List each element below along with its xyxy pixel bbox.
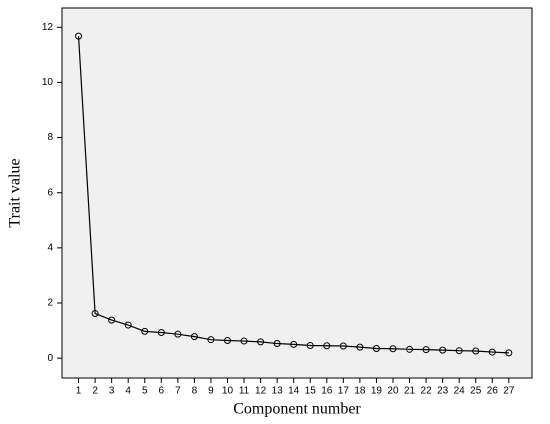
x-tick-label: 17 [338,386,350,397]
x-tick-label: 26 [487,386,499,397]
x-tick-label: 5 [142,386,148,397]
data-point [323,342,331,350]
x-tick-label: 3 [109,386,115,397]
y-tick-label: 6 [47,187,53,198]
data-point [472,347,480,355]
data-point [306,341,314,349]
data-point [174,330,182,338]
data-point [372,344,380,352]
data-point [439,346,447,354]
y-axis-title: Trait value [7,158,24,227]
x-tick-label: 12 [255,386,267,397]
x-tick-label: 6 [159,386,165,397]
data-point [273,340,281,348]
y-tick-label: 0 [47,353,53,364]
x-tick-label: 2 [92,386,98,397]
data-point [207,336,215,344]
x-tick-label: 21 [404,386,416,397]
data-point [389,345,397,353]
y-tick-label: 10 [42,77,54,88]
data-point [455,347,463,355]
data-point [223,337,231,345]
x-tick-label: 7 [175,386,181,397]
data-point [406,345,414,353]
x-tick-label: 1 [76,386,82,397]
x-tick-label: 4 [125,386,131,397]
plot-area [61,7,533,379]
data-point [190,333,198,341]
x-tick-label: 11 [239,386,250,397]
x-tick-label: 9 [208,386,214,397]
x-tick-label: 8 [192,386,198,397]
x-tick-label: 23 [437,386,449,397]
x-tick-label: 15 [305,386,317,397]
x-tick-label: 22 [421,386,433,397]
y-tick-label: 2 [47,298,53,309]
data-point [141,327,149,335]
x-tick-label: 19 [371,386,383,397]
x-tick-label: 20 [387,386,399,397]
x-tick-label: 16 [321,386,333,397]
y-tick-label: 4 [47,243,53,254]
y-tick-label: 12 [42,22,54,33]
data-point [157,329,165,337]
data-point [339,342,347,350]
y-tick-label: 8 [47,132,53,143]
data-point [240,337,248,345]
x-tick-label: 18 [354,386,366,397]
data-point [505,349,513,357]
data-point [257,338,265,346]
x-axis-title: Component number [233,401,361,418]
data-point [422,346,430,354]
data-line [77,36,509,354]
x-tick-label: 27 [503,386,515,397]
x-tick-label: 14 [288,386,300,397]
data-point [356,343,364,351]
data-point [124,321,132,329]
data-point [75,32,83,40]
data-point [108,316,116,324]
x-tick-label: 25 [470,386,482,397]
data-point [290,340,298,348]
data-point [488,348,496,356]
x-tick-label: 13 [272,386,284,397]
x-tick-label: 10 [222,386,234,397]
x-tick-label: 24 [454,386,466,397]
data-point [91,309,99,317]
